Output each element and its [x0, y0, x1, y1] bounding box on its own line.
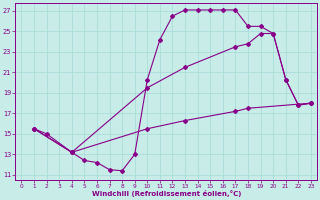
X-axis label: Windchill (Refroidissement éolien,°C): Windchill (Refroidissement éolien,°C) [92, 190, 241, 197]
